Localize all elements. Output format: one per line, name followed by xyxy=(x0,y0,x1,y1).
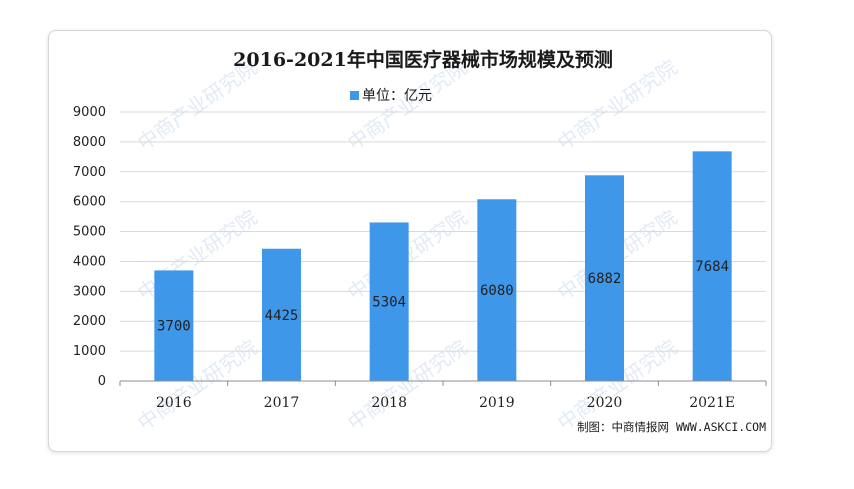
data-label: 4425 xyxy=(265,308,299,324)
chart-card: 中商产业研究院 中商产业研究院 中商产业研究院 中商产业研究院 中商产业研究院 中商产业研… xyxy=(48,30,772,452)
bar xyxy=(369,222,409,381)
x-tick-label: 2019 xyxy=(479,395,515,411)
x-tick-label: 2021E xyxy=(689,395,735,411)
y-tick-label: 9000 xyxy=(73,105,106,120)
source-note: 制图：中商情报网 WWW.ASKCI.COM xyxy=(577,420,766,434)
gridlines xyxy=(120,111,766,352)
data-label: 5304 xyxy=(372,295,406,311)
y-tick-label: 8000 xyxy=(73,135,106,150)
watermark-text: 中商产业研究院 xyxy=(133,205,261,305)
y-tick-label: 4000 xyxy=(73,254,106,269)
bar xyxy=(477,199,517,381)
data-label: 6882 xyxy=(588,271,622,287)
y-tick-label: 2000 xyxy=(73,314,106,329)
chart-title: 2016-2021年中国医疗器械市场规模及预测 xyxy=(233,48,613,71)
y-tick-label: 0 xyxy=(98,374,106,389)
bar xyxy=(154,270,194,381)
axes: 0 1000 2000 3000 4000 5000 6000 7000 8000 9000 201… xyxy=(73,105,767,411)
legend-swatch xyxy=(350,91,359,100)
y-tick-label: 1000 xyxy=(73,344,106,359)
data-label: 3700 xyxy=(157,319,191,335)
x-tick-label: 2018 xyxy=(371,395,407,411)
bar xyxy=(262,248,301,381)
legend: 单位：亿元 xyxy=(350,88,432,104)
x-tick-label: 2016 xyxy=(156,395,192,411)
legend-label: 单位：亿元 xyxy=(362,88,432,104)
y-tick-label: 5000 xyxy=(73,225,106,240)
data-label: 6080 xyxy=(480,283,514,299)
bar-series: 3700 4425 5304 6080 6882 7684 xyxy=(154,151,732,381)
data-label: 7684 xyxy=(695,259,729,275)
x-tick-label: 2017 xyxy=(264,395,300,411)
watermark-text: 中商产业研究院 xyxy=(133,335,261,435)
y-tick-label: 6000 xyxy=(73,195,106,210)
bar xyxy=(585,175,624,381)
x-tick-label: 2020 xyxy=(587,395,623,411)
y-tick-label: 3000 xyxy=(73,284,106,299)
y-tick-label: 7000 xyxy=(73,165,106,180)
bar xyxy=(692,151,732,381)
